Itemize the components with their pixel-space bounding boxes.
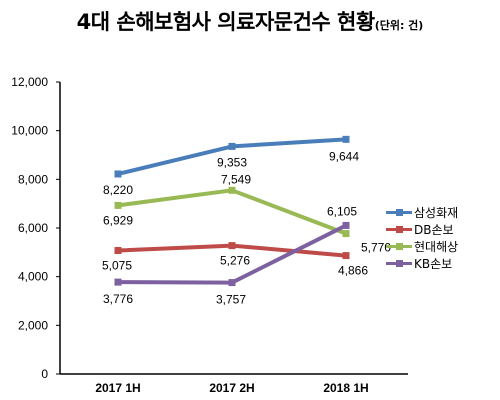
legend-label: KB손보 (414, 257, 453, 271)
legend-swatch-marker (396, 226, 403, 233)
data-point (228, 279, 236, 287)
data-point (228, 142, 236, 150)
y-tick-label: 4,000 (18, 270, 48, 284)
legend-item: DB손보 (386, 221, 458, 238)
y-tick-label: 6,000 (18, 221, 48, 235)
data-label: 3,776 (103, 292, 133, 306)
chart-title-unit: (단위: 건) (374, 19, 424, 32)
legend-label: DB손보 (414, 223, 454, 237)
legend-swatch-marker (396, 260, 403, 267)
data-point (342, 230, 350, 238)
data-point (342, 135, 350, 143)
legend-swatch-marker (396, 209, 403, 216)
y-tick-label: 10,000 (11, 124, 48, 138)
legend-label: 삼성화재 (414, 206, 459, 220)
chart-title: 4대 손해보험사 의료자문건수 현황(단위: 건) (0, 6, 500, 36)
data-point (342, 252, 350, 260)
legend-swatch (386, 221, 412, 238)
data-label: 7,549 (221, 172, 251, 186)
data-point (228, 242, 236, 250)
data-point (114, 201, 122, 209)
data-point (114, 278, 122, 286)
data-label: 5,276 (220, 254, 250, 268)
data-label: 5,075 (102, 259, 132, 273)
legend-swatch-marker (396, 243, 403, 250)
x-tick-label: 2017 1H (95, 381, 140, 395)
data-point (228, 186, 236, 194)
legend-swatch (386, 255, 412, 272)
series-line-2 (116, 188, 348, 236)
data-label: 6,105 (327, 204, 357, 218)
legend-label: 현대해상 (414, 240, 459, 254)
data-label: 9,644 (329, 149, 359, 163)
data-label: 3,757 (216, 293, 246, 307)
data-label: 8,220 (103, 183, 133, 197)
y-tick-label: 0 (41, 367, 48, 381)
data-label: 5,770 (361, 241, 391, 255)
y-tick-label: 8,000 (18, 172, 48, 186)
data-point (342, 221, 350, 229)
data-point (114, 170, 122, 178)
chart-title-main: 4대 손해보험사 의료자문건수 현황 (76, 10, 376, 34)
y-tick-label: 12,000 (11, 75, 48, 89)
data-point (114, 247, 122, 255)
legend-swatch (386, 204, 412, 221)
legend-item: 삼성화재 (386, 204, 458, 221)
legend-item: 현대해상 (386, 238, 458, 255)
legend-item: KB손보 (386, 255, 458, 272)
x-tick-label: 2018 1H (323, 381, 368, 395)
data-label: 4,866 (338, 264, 368, 278)
y-tick-label: 2,000 (18, 318, 48, 332)
legend-swatch (386, 238, 412, 255)
data-label: 9,353 (217, 155, 247, 169)
x-tick-label: 2017 2H (209, 381, 254, 395)
data-label: 6,929 (103, 213, 133, 227)
